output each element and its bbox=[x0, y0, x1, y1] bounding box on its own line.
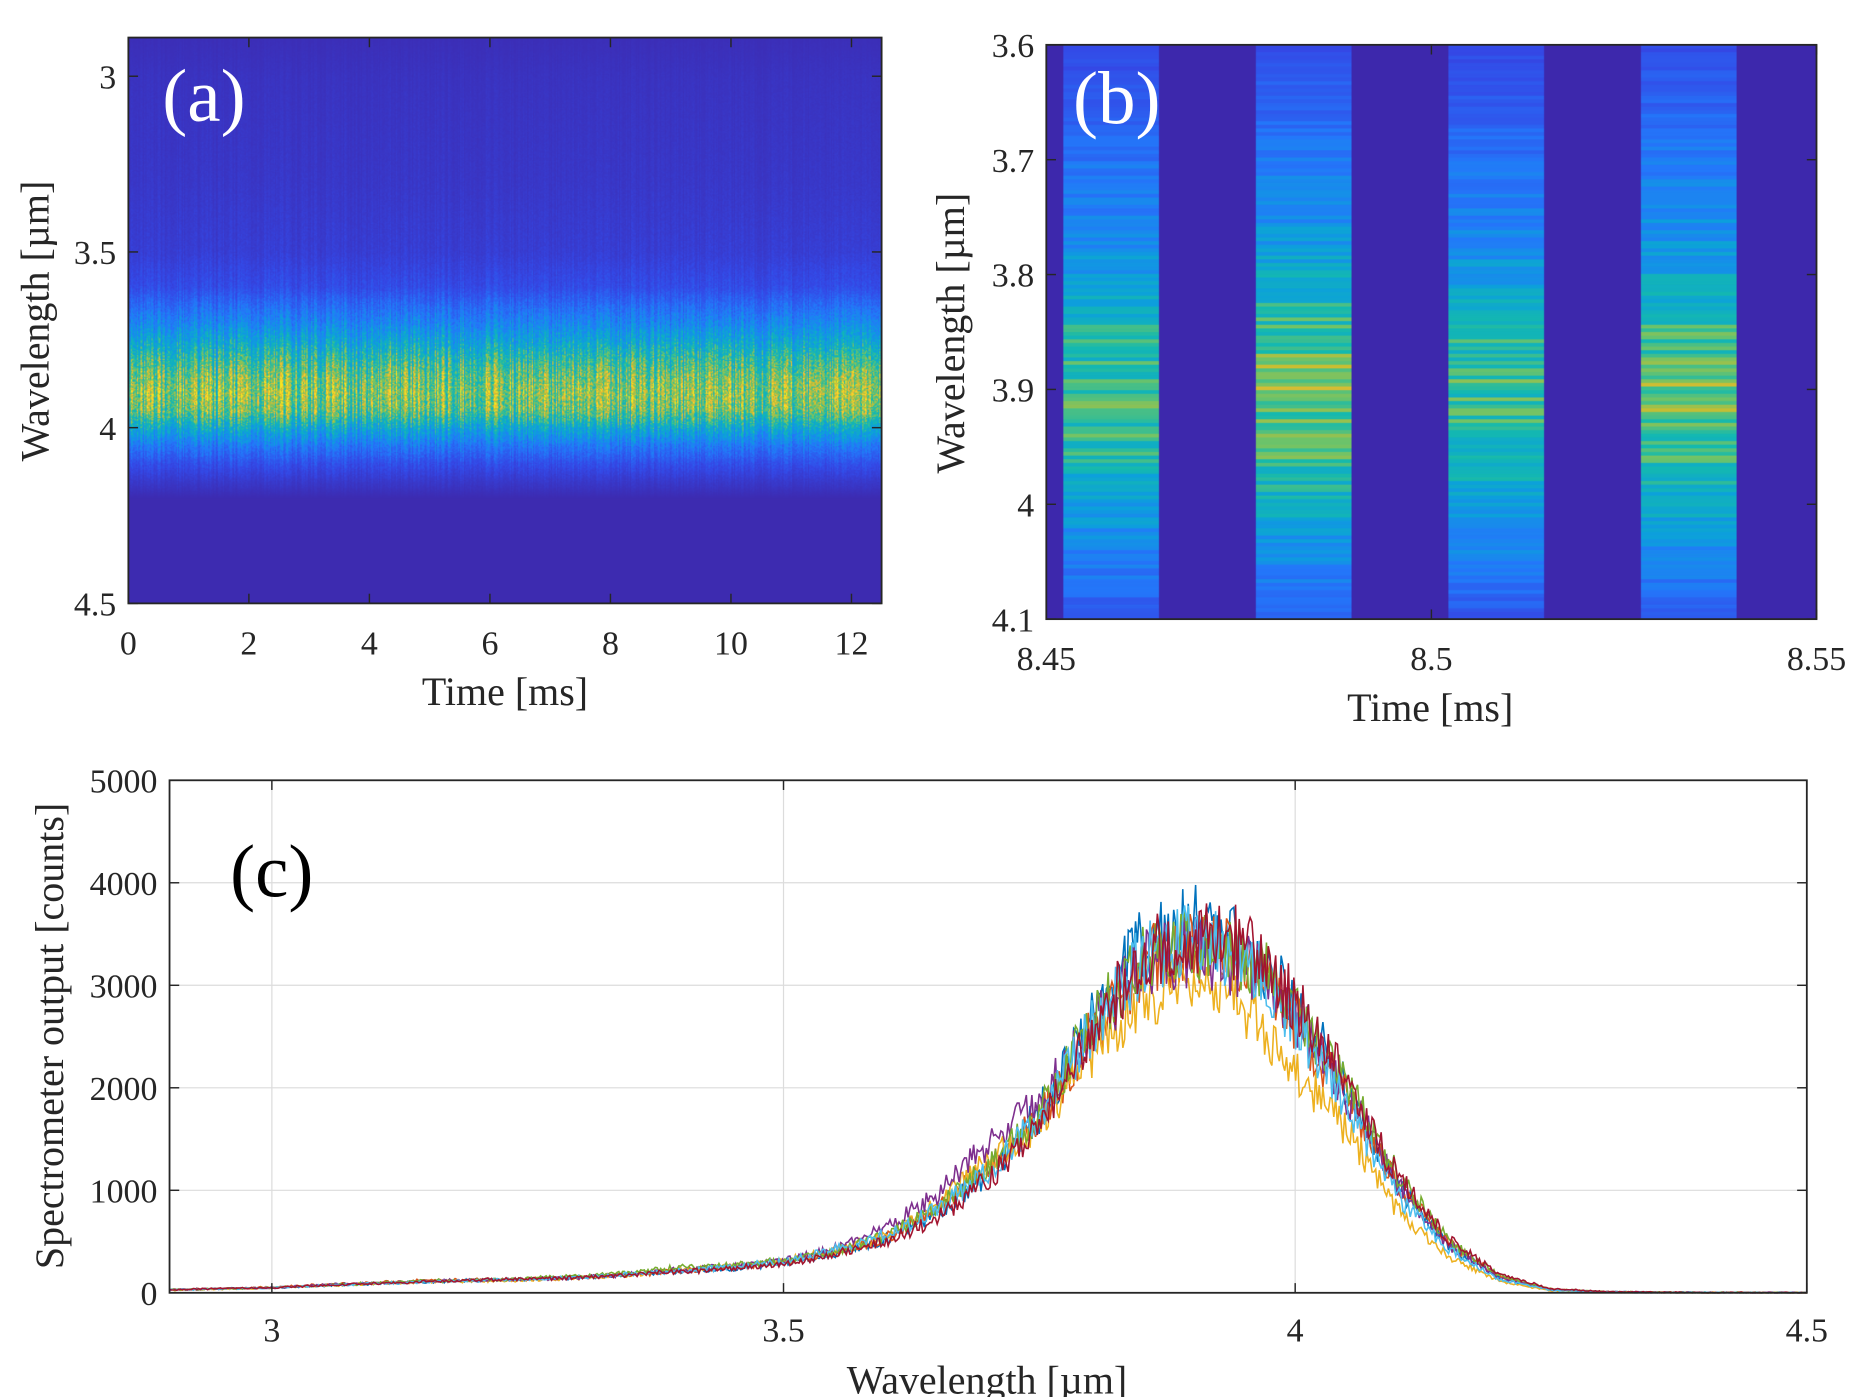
axes-c-background bbox=[169, 780, 1807, 1293]
spectrum-series-line bbox=[169, 903, 1807, 1294]
axes-c-series bbox=[169, 884, 1807, 1294]
axes-b-ticks: 8.45 8.5 8.55 3.6 3.7 3.8 3.9 4 4.1 bbox=[992, 28, 1846, 678]
axes-a-xlabel: Time [ms] bbox=[422, 669, 588, 714]
x-tick-label: 4 bbox=[361, 625, 378, 662]
y-tick-label: 1000 bbox=[90, 1173, 158, 1210]
panel-label-b: (b) bbox=[1073, 58, 1161, 141]
heatmap-a-image bbox=[128, 37, 882, 604]
y-tick-label: 5000 bbox=[90, 763, 158, 800]
x-tick-label: 8.45 bbox=[1017, 641, 1076, 678]
axes-a-box bbox=[127, 36, 883, 605]
panel-label-a: (a) bbox=[162, 55, 245, 138]
x-tick-label: 12 bbox=[835, 625, 869, 662]
x-tick-label: 2 bbox=[240, 625, 257, 662]
y-tick-label: 3 bbox=[99, 59, 116, 96]
y-tick-label: 4 bbox=[1017, 487, 1034, 524]
x-tick-label: 8.5 bbox=[1410, 641, 1452, 678]
y-tick-label: 0 bbox=[140, 1276, 157, 1313]
panel-label-c: (c) bbox=[230, 831, 313, 914]
y-tick-label: 3.7 bbox=[992, 143, 1034, 180]
x-tick-label: 6 bbox=[481, 625, 498, 662]
y-tick-label: 3.5 bbox=[74, 235, 116, 272]
x-tick-label: 3 bbox=[263, 1312, 280, 1349]
y-tick-label: 4 bbox=[99, 411, 116, 448]
panel-c: 3 3.5 4 4.5 0 1000 2000 3000 4000 5000 (c) Wavele… bbox=[27, 763, 1828, 1397]
y-tick-label: 2000 bbox=[90, 1071, 158, 1108]
y-tick-label: 3000 bbox=[90, 968, 158, 1005]
x-tick-label: 4.5 bbox=[1786, 1312, 1828, 1349]
x-tick-label: 8.55 bbox=[1787, 641, 1846, 678]
axes-a-ylabel: Wavelength [µm] bbox=[12, 181, 57, 462]
axes-c-xlabel: Wavelength [µm] bbox=[847, 1357, 1128, 1397]
y-tick-label: 3.8 bbox=[992, 258, 1034, 295]
heatmap-b-image bbox=[1046, 44, 1817, 620]
axes-c-ticks: 3 3.5 4 4.5 0 1000 2000 3000 4000 5000 bbox=[90, 763, 1828, 1349]
spectrum-series-line bbox=[169, 907, 1807, 1294]
axes-a-ticks: 0 2 4 6 8 10 12 3 3.5 4 4.5 bbox=[74, 37, 882, 662]
x-tick-label: 0 bbox=[120, 625, 137, 662]
y-tick-label: 4000 bbox=[90, 866, 158, 903]
x-tick-label: 4 bbox=[1287, 1312, 1304, 1349]
panel-b: 8.45 8.5 8.55 3.6 3.7 3.8 3.9 4 4.1 (b) Time [ms… bbox=[928, 28, 1846, 730]
y-tick-label: 3.9 bbox=[992, 373, 1034, 410]
y-tick-label: 4.1 bbox=[992, 602, 1034, 639]
y-tick-label: 3.6 bbox=[992, 28, 1034, 65]
axes-b-ylabel: Wavelength [µm] bbox=[928, 193, 973, 474]
axes-b-xlabel: Time [ms] bbox=[1347, 685, 1513, 730]
x-tick-label: 8 bbox=[602, 625, 619, 662]
x-tick-label: 3.5 bbox=[762, 1312, 804, 1349]
x-tick-label: 10 bbox=[714, 625, 748, 662]
y-tick-label: 4.5 bbox=[74, 586, 116, 623]
axes-c-box bbox=[168, 779, 1808, 1294]
panel-a: 0 2 4 6 8 10 12 3 3.5 4 4.5 (a) Time [ms] Waveleng… bbox=[12, 36, 883, 714]
axes-c-ylabel: Spectrometer output [counts] bbox=[27, 803, 72, 1269]
